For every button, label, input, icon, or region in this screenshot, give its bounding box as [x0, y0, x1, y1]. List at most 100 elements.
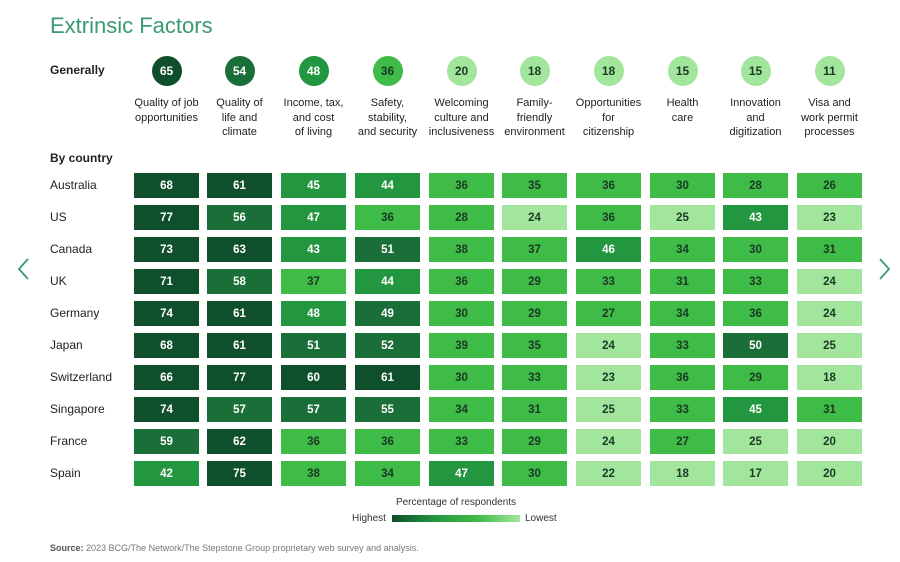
heatmap-cell: 61 — [207, 173, 272, 198]
heatmap-cell: 61 — [207, 333, 272, 358]
heatmap-cell: 50 — [723, 333, 788, 358]
heatmap-cell: 36 — [281, 429, 346, 454]
heatmap-cell: 45 — [281, 173, 346, 198]
factor-label-line: of living — [294, 126, 333, 138]
heatmap-cell: 28 — [723, 173, 788, 198]
heatmap-cell: 30 — [429, 301, 494, 326]
heatmap-cell: 37 — [281, 269, 346, 294]
generally-value: 36 — [372, 56, 403, 86]
heatmap-cell: 25 — [650, 205, 715, 230]
factor-label-line: Income, tax, — [283, 97, 344, 109]
heatmap-cell: 30 — [502, 461, 567, 486]
factor-label-line: and — [746, 111, 765, 124]
heatmap-cell: 47 — [429, 461, 494, 486]
factor-label: Innovation and digitization — [717, 96, 795, 140]
factor-label: Welcoming culture and inclusiveness — [423, 96, 501, 140]
chevron-right-icon[interactable] — [874, 256, 894, 282]
heatmap-cell: 66 — [134, 365, 199, 390]
factor-label-line: for — [602, 111, 615, 124]
heatmap-cell: 43 — [281, 237, 346, 262]
heatmap-cell: 52 — [355, 333, 420, 358]
heatmap-cell: 56 — [207, 205, 272, 230]
heatmap-cell: 68 — [134, 333, 199, 358]
heatmap-cell: 23 — [576, 365, 641, 390]
heatmap-cell: 18 — [797, 365, 862, 390]
heatmap-cell: 38 — [281, 461, 346, 486]
heatmap-cell: 77 — [207, 365, 272, 390]
legend-title: Percentage of respondents — [395, 497, 517, 508]
source-note: Source: 2023 BCG/The Network/The Stepsto… — [50, 543, 419, 553]
heatmap-cell: 30 — [650, 173, 715, 198]
heatmap-cell: 18 — [650, 461, 715, 486]
country-label: US — [50, 210, 67, 224]
heatmap-cell: 30 — [429, 365, 494, 390]
generally-value: 15 — [740, 56, 771, 86]
generally-label: Generally — [50, 63, 105, 77]
factor-label-line: life and — [221, 111, 258, 124]
heatmap-cell: 62 — [207, 429, 272, 454]
heatmap-cell: 33 — [650, 333, 715, 358]
heatmap-cell: 55 — [355, 397, 420, 422]
heatmap-cell: 60 — [281, 365, 346, 390]
factor-label-line: and security — [357, 126, 418, 138]
heatmap-cell: 31 — [650, 269, 715, 294]
chevron-left-icon[interactable] — [14, 256, 34, 282]
heatmap-cell: 58 — [207, 269, 272, 294]
heatmap-cell: 24 — [797, 301, 862, 326]
generally-value: 65 — [151, 56, 182, 86]
heatmap-cell: 63 — [207, 237, 272, 262]
country-label: Spain — [50, 466, 81, 480]
heatmap-cell: 33 — [650, 397, 715, 422]
heatmap-cell: 45 — [723, 397, 788, 422]
heatmap-cell: 20 — [797, 429, 862, 454]
country-label: France — [50, 434, 88, 448]
heatmap-cell: 24 — [576, 429, 641, 454]
factor-label-line: Health — [666, 97, 699, 109]
generally-value: 18 — [519, 56, 550, 86]
factor-label-line: stability, — [368, 111, 407, 124]
factor-label: Opportunities for citizenship — [570, 96, 648, 140]
heatmap-cell: 38 — [429, 237, 494, 262]
heatmap-cell: 51 — [355, 237, 420, 262]
heatmap-cell: 34 — [355, 461, 420, 486]
source-text: 2023 BCG/The Network/The Stepstone Group… — [86, 543, 419, 553]
factor-label-line: Innovation — [730, 97, 781, 109]
country-label: Canada — [50, 242, 93, 256]
factor-label-line: inclusiveness — [428, 126, 495, 138]
generally-value: 48 — [298, 56, 329, 86]
heatmap-cell: 20 — [797, 461, 862, 486]
heatmap-cell: 25 — [797, 333, 862, 358]
heatmap-cell: 33 — [576, 269, 641, 294]
factor-label-line: Visa and — [808, 97, 851, 109]
country-label: UK — [50, 274, 67, 288]
heatmap-cell: 34 — [650, 237, 715, 262]
heatmap-cell: 24 — [502, 205, 567, 230]
heatmap-cell: 36 — [576, 173, 641, 198]
heatmap-cell: 39 — [429, 333, 494, 358]
heatmap-cell: 49 — [355, 301, 420, 326]
heatmap-cell: 26 — [797, 173, 862, 198]
heatmap-cell: 77 — [134, 205, 199, 230]
heatmap-cell: 25 — [723, 429, 788, 454]
heatmap-cell: 61 — [355, 365, 420, 390]
factor-label-line: opportunities — [135, 111, 198, 124]
heatmap-cell: 74 — [134, 301, 199, 326]
page-title: Extrinsic Factors — [50, 13, 213, 38]
heatmap-cell: 29 — [502, 301, 567, 326]
heatmap-cell: 61 — [207, 301, 272, 326]
heatmap-cell: 71 — [134, 269, 199, 294]
factor-label-line: and cost — [292, 111, 335, 124]
heatmap-cell: 43 — [723, 205, 788, 230]
generally-value: 20 — [446, 56, 477, 86]
heatmap-cell: 36 — [355, 429, 420, 454]
country-label: Singapore — [50, 402, 105, 416]
factor-label-line: Safety, — [370, 97, 405, 109]
factor-label: Visa and work permit processes — [791, 96, 869, 140]
factor-label-line: digitization — [729, 126, 782, 138]
heatmap-cell: 27 — [576, 301, 641, 326]
heatmap-cell: 29 — [502, 429, 567, 454]
country-label: Australia — [50, 178, 97, 192]
heatmap-cell: 35 — [502, 173, 567, 198]
heatmap-cell: 48 — [281, 301, 346, 326]
heatmap-cell: 57 — [207, 397, 272, 422]
